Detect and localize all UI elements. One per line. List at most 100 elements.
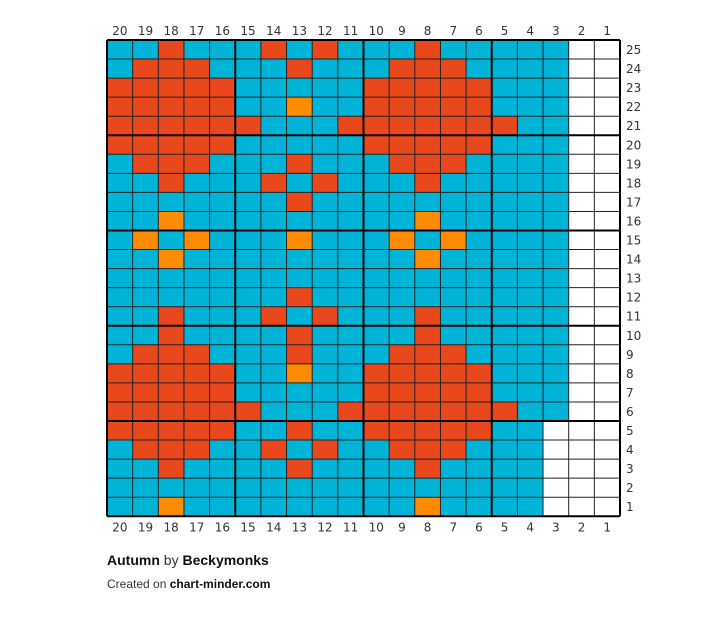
chart-cell	[337, 268, 364, 288]
column-label-bottom: 1	[603, 520, 611, 534]
chart-cell	[389, 401, 415, 421]
chart-cell	[286, 440, 313, 460]
chart-cell	[363, 306, 390, 326]
chart-cell	[466, 116, 492, 136]
chart-cell	[517, 173, 544, 193]
chart-cell	[568, 59, 595, 79]
column-labels-top: 20 19 18 17 16 15 14 13 12 11 10 9 8 7 6 5 4 3 2 1	[112, 24, 611, 38]
chart-cell	[466, 363, 492, 383]
chart-cell	[260, 459, 287, 479]
chart-cell	[594, 135, 620, 155]
chart-cell	[132, 421, 159, 441]
chart-cell	[132, 344, 159, 364]
chart-cell	[389, 230, 415, 250]
chart-cell	[568, 421, 595, 441]
chart-cell	[389, 268, 415, 288]
chart-cell	[440, 344, 467, 364]
column-label-bottom: 5	[501, 520, 509, 534]
chart-cell	[235, 249, 261, 269]
chart-cell	[517, 268, 544, 288]
chart-cell	[466, 382, 492, 402]
chart-cell	[594, 401, 620, 421]
chart-cell	[158, 192, 184, 212]
chart-cell	[440, 249, 467, 269]
chart-cell	[389, 306, 415, 326]
chart-cell	[286, 287, 313, 307]
chart-cell	[363, 287, 390, 307]
chart-cell	[594, 116, 620, 136]
chart-cell	[260, 401, 287, 421]
chart-cell	[414, 306, 441, 326]
row-label: 24	[626, 62, 641, 76]
chart-cell	[414, 154, 441, 174]
chart-cell	[491, 173, 518, 193]
chart-cell	[209, 211, 236, 231]
chart-cell	[132, 287, 159, 307]
chart-cell	[312, 249, 338, 269]
chart-cell	[517, 344, 544, 364]
chart-cell	[568, 497, 595, 517]
chart-cell	[337, 230, 364, 250]
chart-cell	[312, 440, 338, 460]
chart-cell	[158, 135, 184, 155]
chart-cell	[312, 382, 338, 402]
chart-cell	[517, 421, 544, 441]
chart-cell	[389, 154, 415, 174]
chart-cell	[543, 154, 569, 174]
chart-cell	[594, 459, 620, 479]
site-link[interactable]: chart-minder.com	[169, 577, 271, 591]
chart-cell	[260, 287, 287, 307]
chart-cell	[491, 363, 518, 383]
by-text: by	[163, 552, 179, 568]
chart-cell	[158, 344, 184, 364]
author-name[interactable]: Beckymonks	[182, 552, 269, 568]
chart-cell	[235, 211, 261, 231]
chart-cell	[158, 363, 184, 383]
chart-cell	[132, 459, 159, 479]
column-label-bottom: 3	[552, 520, 560, 534]
chart-cell	[235, 440, 261, 460]
chart-cell	[312, 59, 338, 79]
chart-cell	[389, 287, 415, 307]
chart-cell	[132, 116, 159, 136]
chart-cell	[363, 344, 390, 364]
chart-cell	[466, 192, 492, 212]
chart-cell	[440, 440, 467, 460]
chart-cell	[158, 306, 184, 326]
chart-cell	[414, 135, 441, 155]
chart-cell	[363, 135, 390, 155]
chart-cell	[491, 421, 518, 441]
chart-title[interactable]: Autumn	[107, 552, 160, 568]
chart-cell	[414, 382, 441, 402]
chart-cell	[389, 192, 415, 212]
chart-cell	[491, 97, 518, 117]
chart-cell	[363, 268, 390, 288]
chart-cell	[312, 363, 338, 383]
column-label-bottom: 10	[369, 520, 384, 534]
chart-cell	[286, 459, 313, 479]
chart-cell	[286, 401, 313, 421]
chart-cell	[414, 401, 441, 421]
chart-cell	[158, 154, 184, 174]
chart-cell	[543, 40, 569, 60]
chart-cell	[337, 249, 364, 269]
chart-cell	[312, 78, 338, 98]
column-labels-bottom: 20 19 18 17 16 15 14 13 12 11 10 9 8 7 6 5 4 3 2 1	[112, 520, 611, 534]
chart-cell	[107, 211, 133, 231]
chart-cell	[491, 287, 518, 307]
row-label: 19	[626, 157, 641, 171]
chart-cell	[209, 287, 236, 307]
chart-cell	[466, 497, 492, 517]
column-label-bottom: 15	[240, 520, 255, 534]
chart-cell	[158, 268, 184, 288]
chart-cell	[517, 59, 544, 79]
row-label: 12	[626, 291, 641, 305]
chart-cell	[209, 306, 236, 326]
chart-cell	[312, 173, 338, 193]
chart-cell	[183, 268, 210, 288]
chart-cell	[440, 363, 467, 383]
row-label: 9	[626, 348, 634, 362]
chart-cell	[440, 382, 467, 402]
chart-cell	[466, 268, 492, 288]
column-label-top: 1	[603, 24, 611, 38]
